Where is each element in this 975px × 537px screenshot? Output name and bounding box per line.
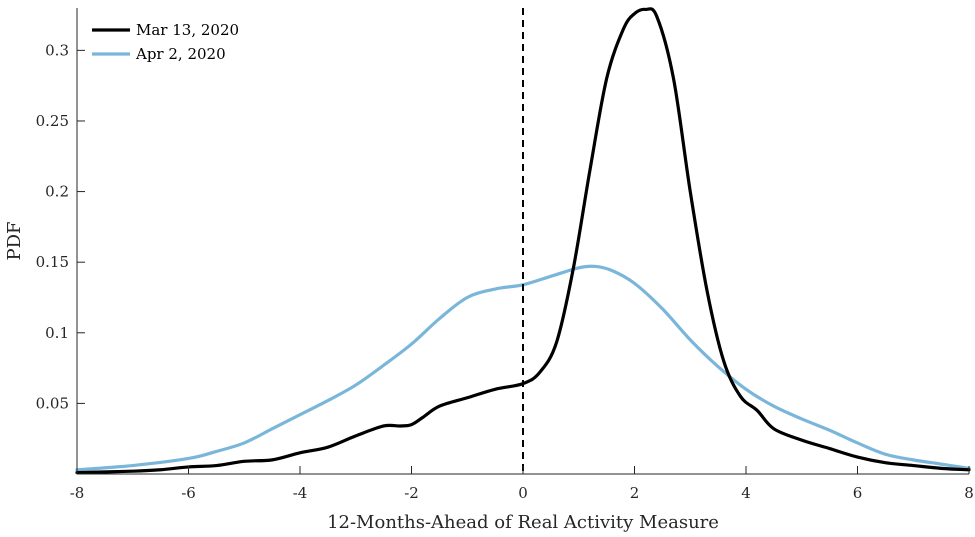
- y-tick-label: 0.3: [45, 41, 69, 59]
- x-tick-label: 4: [741, 484, 751, 502]
- series-line-mar-13-2020: [75, 7, 971, 475]
- legend-label: Mar 13, 2020: [136, 21, 239, 39]
- legend-label: Apr 2, 2020: [135, 45, 226, 63]
- x-tick-label: -4: [293, 484, 308, 502]
- y-axis-label: PDF: [4, 221, 25, 260]
- x-tick-label: -2: [404, 484, 419, 502]
- y-tick-label: 0.25: [36, 112, 69, 130]
- series-line-apr-2-2020: [75, 264, 971, 472]
- y-tick-label: 0.15: [36, 253, 69, 271]
- y-tick-label: 0.05: [36, 394, 69, 412]
- x-axis-label: 12-Months-Ahead of Real Activity Measure: [327, 512, 719, 533]
- series-layer: [75, 7, 971, 475]
- x-tick-label: 6: [853, 484, 863, 502]
- y-tick-label: 0.2: [45, 183, 69, 201]
- x-tick-label: -8: [70, 484, 85, 502]
- x-tick-label: -6: [181, 484, 196, 502]
- x-tick-label: 0: [518, 484, 528, 502]
- x-tick-label: 8: [964, 484, 974, 502]
- x-tick-label: 2: [630, 484, 640, 502]
- ticks-layer: -8 -6 -4 -2 0 2 4 6 8 0.05 0.1 0.15 0.2 0.25 0.3: [36, 41, 974, 502]
- legend: Mar 13, 2020 Apr 2, 2020: [92, 21, 239, 63]
- y-tick-label: 0.1: [45, 324, 69, 342]
